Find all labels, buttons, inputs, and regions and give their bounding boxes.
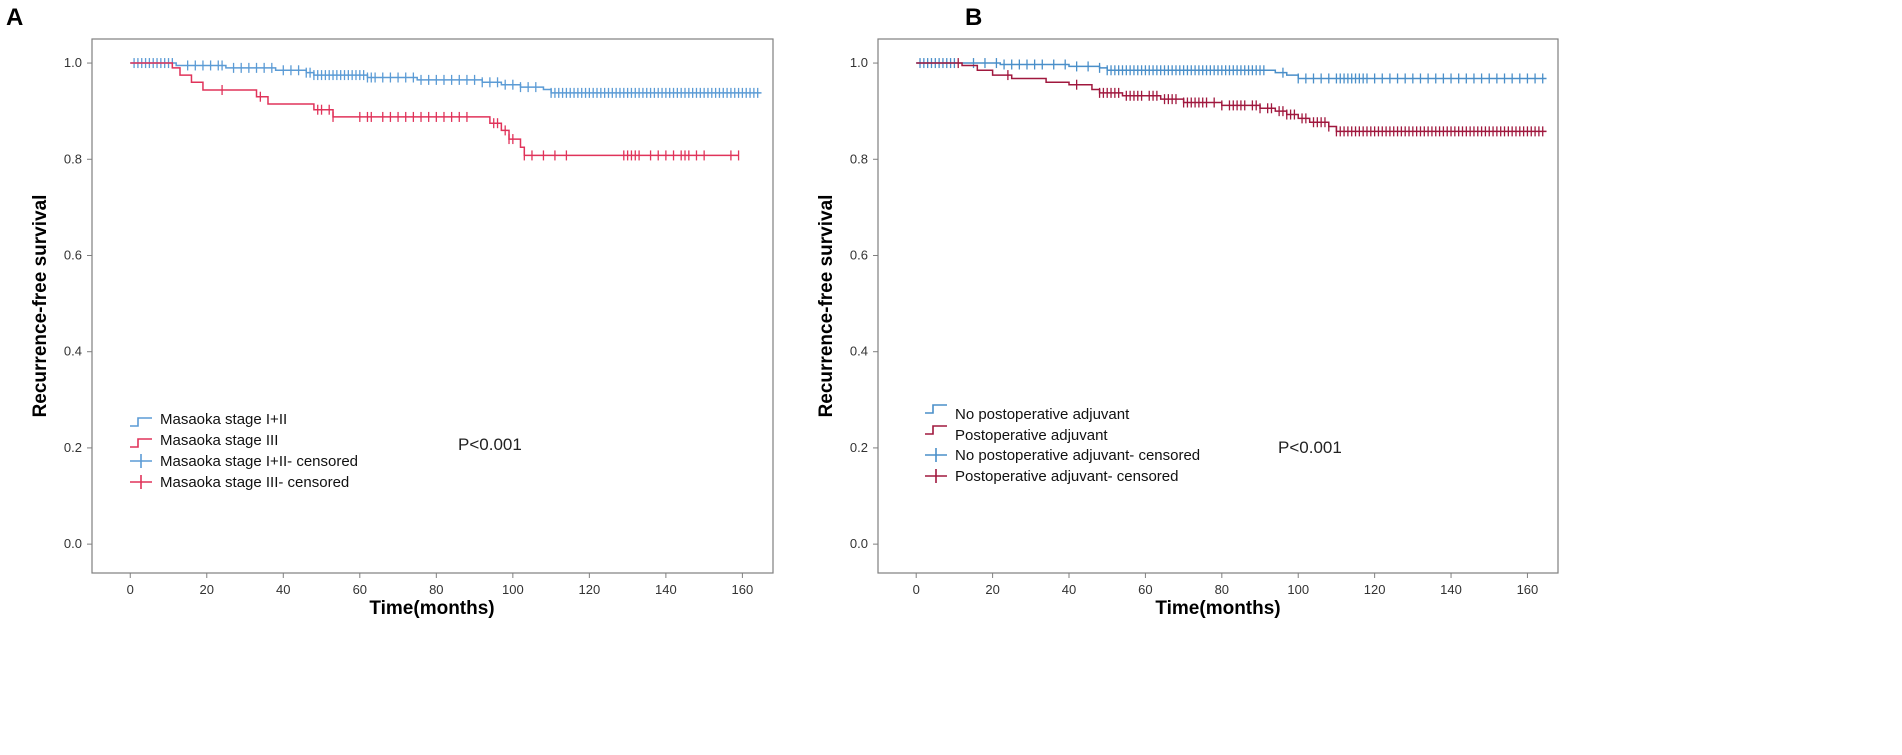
panel-b-p-value: P<0.001 — [1278, 438, 1342, 457]
y-tick-label: 0.4 — [850, 344, 868, 359]
x-tick-label: 0 — [913, 582, 920, 597]
x-tick-label: 100 — [1287, 582, 1309, 597]
panel-letter-a: A — [6, 4, 24, 31]
legend-a-label-2: Masaoka stage III — [160, 432, 278, 449]
panel-a-chart: 0 20 40 60 80 100 120 140 1600.00.20.40.60.81.0 … — [30, 38, 774, 619]
y-tick-label: 1.0 — [64, 55, 82, 70]
x-tick-label: 20 — [985, 582, 999, 597]
y-tick-label: 0.6 — [850, 247, 868, 262]
x-tick-label: 120 — [579, 582, 601, 597]
km-curve-b-1 — [916, 62, 1547, 80]
x-tick-label: 160 — [732, 582, 754, 597]
x-tick-label: 100 — [502, 582, 524, 597]
y-tick-label: 0.2 — [850, 440, 868, 455]
legend-a-label-3: Masaoka stage I+II- censored — [160, 453, 358, 470]
legend-b-step-swatch-1 — [925, 404, 947, 414]
legend-a-censor-swatch-2 — [130, 475, 152, 489]
x-tick-label: 20 — [200, 582, 214, 597]
legend-b-label-4: Postoperative adjuvant- censored — [955, 468, 1178, 485]
panel-a-p-value: P<0.001 — [458, 435, 522, 454]
panel-a-plot-frame — [91, 38, 774, 574]
x-tick-label: 80 — [1215, 582, 1229, 597]
panel-b-x-axis-title: Time(months) — [1155, 598, 1280, 619]
panel-b-plot-frame — [877, 38, 1559, 574]
x-tick-label: 140 — [1440, 582, 1462, 597]
legend-a-step-swatch-2 — [130, 438, 152, 448]
legend-b-step-swatch-2 — [925, 425, 947, 435]
x-tick-label: 140 — [655, 582, 677, 597]
x-tick-label: 80 — [429, 582, 443, 597]
x-tick-label: 160 — [1517, 582, 1539, 597]
legend-a-label-4: Masaoka stage III- censored — [160, 474, 349, 491]
panel-b-y-axis-title: Recurrence-free survival — [816, 195, 837, 418]
y-tick-label: 0.2 — [64, 440, 82, 455]
x-tick-label: 40 — [1062, 582, 1076, 597]
legend-b-label-3: No postoperative adjuvant- censored — [955, 447, 1200, 464]
y-tick-label: 0.0 — [64, 536, 82, 551]
panel-a-legend: Masaoka stage I+II Masaoka stage III Mas… — [130, 411, 358, 491]
panel-a-y-axis-title: Recurrence-free survival — [30, 195, 51, 418]
x-tick-label: 40 — [276, 582, 290, 597]
x-tick-label: 60 — [353, 582, 367, 597]
legend-a-label-1: Masaoka stage I+II — [160, 411, 287, 428]
panel-a-x-axis-title: Time(months) — [369, 598, 494, 619]
legend-b-censor-swatch-2 — [925, 469, 947, 483]
panel-letter-b: B — [965, 4, 983, 31]
y-tick-label: 0.8 — [850, 151, 868, 166]
legend-b-label-1: No postoperative adjuvant — [955, 406, 1130, 423]
x-tick-label: 0 — [127, 582, 134, 597]
km-curve-a-1 — [130, 62, 762, 94]
y-tick-label: 0.0 — [850, 536, 868, 551]
panel-b-chart: 0 20 40 60 80 100 120 140 1600.00.20.40.60.81.0 … — [816, 38, 1559, 619]
legend-b-label-2: Postoperative adjuvant — [955, 427, 1108, 444]
y-tick-label: 0.6 — [64, 247, 82, 262]
km-curve-a-2 — [130, 62, 739, 157]
x-tick-label: 60 — [1138, 582, 1152, 597]
x-tick-label: 120 — [1364, 582, 1386, 597]
legend-a-step-swatch-1 — [130, 417, 152, 427]
y-tick-label: 1.0 — [850, 55, 868, 70]
panel-b-legend: No postoperative adjuvant Postoperative … — [925, 404, 1200, 485]
y-tick-label: 0.8 — [64, 151, 82, 166]
y-tick-label: 0.4 — [64, 344, 82, 359]
legend-b-censor-swatch-1 — [925, 448, 947, 462]
legend-a-censor-swatch-1 — [130, 454, 152, 468]
km-curve-b-2 — [916, 62, 1547, 133]
